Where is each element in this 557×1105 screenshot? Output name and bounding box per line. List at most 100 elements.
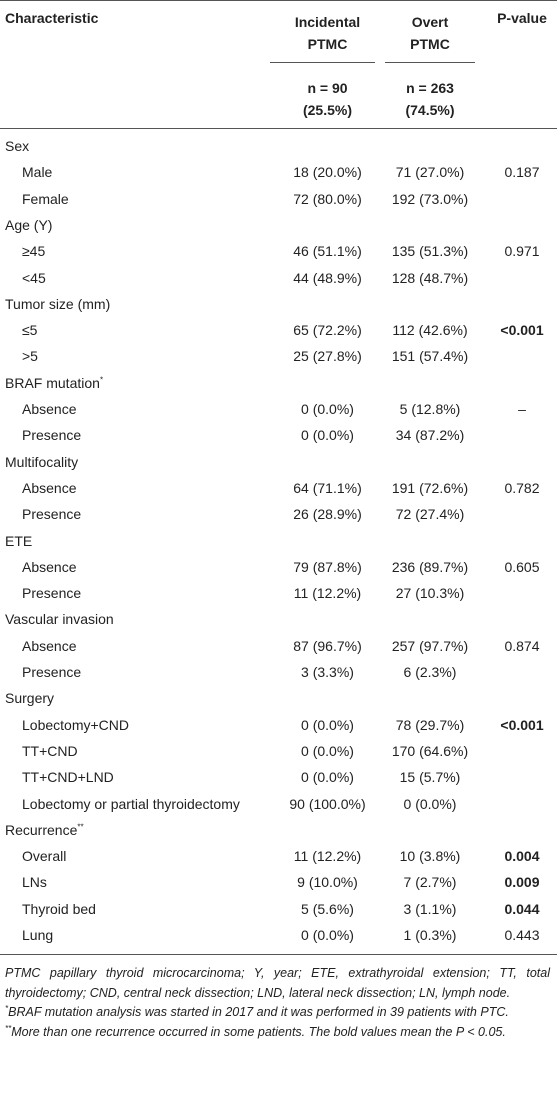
subheader-incidental: (25.5%): [302, 102, 353, 118]
rule: [385, 62, 475, 63]
incidental-value: 79 (87.8%): [293, 558, 362, 575]
section-label: Tumor size (mm): [5, 293, 110, 315]
row-label: Absence: [22, 479, 77, 496]
incidental-value: 9 (10.0%): [297, 874, 358, 891]
incidental-value: 0 (0.0%): [301, 742, 354, 759]
overt-value: 10 (3.8%): [399, 848, 461, 865]
row-label: >5: [22, 348, 38, 365]
incidental-value: 5 (5.6%): [301, 900, 354, 917]
overt-value: 15 (5.7%): [399, 769, 461, 786]
section-label: ETE: [5, 530, 32, 552]
overt-value: 34 (87.2%): [395, 427, 465, 444]
incidental-value: 0 (0.0%): [301, 716, 354, 733]
overt-value: 7 (2.7%): [403, 874, 457, 891]
row-label: ≤5: [22, 322, 38, 339]
footnote-mark: *: [99, 375, 104, 385]
overt-value: 71 (27.0%): [395, 164, 465, 181]
header-p-value: P-value: [497, 10, 547, 26]
footnote: *BRAF mutation analysis was started in 2…: [5, 1003, 550, 1023]
footnote-mark: **: [77, 822, 84, 832]
incidental-value: 18 (20.0%): [293, 164, 362, 181]
header-overt: PTMC: [410, 36, 450, 52]
rule: [270, 62, 375, 63]
row-label: ≥45: [22, 243, 46, 260]
section-label-text: ETE: [5, 532, 33, 549]
section-label: Multifocality: [5, 451, 78, 473]
incidental-value: 72 (80.0%): [293, 190, 362, 207]
section-label: Surgery: [5, 687, 54, 709]
incidental-value: 0 (0.0%): [301, 927, 354, 943]
row-label: Presence: [22, 664, 82, 680]
p-value: 0.443: [504, 927, 540, 943]
footnote: PTMC papillary thyroid microcarcinoma; Y…: [5, 964, 550, 1003]
overt-value: 0 (0.0%): [403, 795, 457, 812]
row-label: Lung: [22, 927, 54, 943]
overt-value: 3 (1.1%): [403, 900, 457, 917]
p-value: 0.044: [504, 900, 540, 917]
incidental-value: 64 (71.1%): [293, 479, 362, 496]
row-label: TT+CND: [22, 742, 78, 759]
overt-value: 128 (48.7%): [391, 269, 469, 286]
p-value: 0.605: [504, 558, 540, 575]
header-overt: Overt: [411, 14, 449, 30]
row-label: Presence: [22, 585, 82, 602]
footnote-text: PTMC papillary thyroid microcarcinoma; Y…: [5, 966, 550, 1000]
row-label: Absence: [22, 637, 77, 654]
section-label-text: BRAF mutation: [5, 374, 100, 391]
row-label: Overall: [22, 848, 67, 865]
rule: [0, 128, 557, 129]
overt-value: 112 (42.6%): [392, 322, 468, 339]
overt-value: 5 (12.8%): [399, 401, 461, 417]
incidental-value: 44 (48.9%): [293, 269, 362, 286]
incidental-value: 25 (27.8%): [293, 348, 362, 365]
incidental-value: 65 (72.2%): [293, 322, 362, 339]
footnote-text: More than one recurrence occurred in som…: [11, 1025, 506, 1040]
footnote-mark: **: [5, 1024, 12, 1034]
incidental-value: 11 (12.2%): [293, 848, 362, 865]
section-label-text: Tumor size (mm): [5, 295, 111, 312]
row-label: Absence: [22, 558, 77, 575]
header-incidental: PTMC: [307, 36, 348, 52]
incidental-value: 0 (0.0%): [301, 427, 354, 444]
subheader-overt: n = 263: [406, 80, 454, 96]
subheader-overt: (74.5%): [405, 102, 455, 118]
section-label: BRAF mutation*: [5, 372, 103, 394]
footnote-text: BRAF mutation analysis was started in 20…: [8, 1005, 509, 1020]
row-label: Presence: [22, 506, 82, 523]
section-label-text: Sex: [5, 138, 30, 154]
rule: [0, 954, 557, 956]
overt-value: 1 (0.3%): [403, 927, 457, 943]
section-label-text: Recurrence: [5, 821, 78, 838]
incidental-value: 0 (0.0%): [301, 401, 354, 417]
incidental-value: 87 (96.7%): [293, 637, 362, 654]
section-label: Vascular invasion: [5, 608, 114, 630]
incidental-value: 46 (51.1%): [293, 243, 362, 260]
section-label: Age (Y): [5, 214, 52, 236]
overt-value: 78 (29.7%): [395, 716, 465, 733]
overt-value: 72 (27.4%): [395, 506, 465, 523]
row-label: Presence: [22, 427, 82, 444]
row-label: Female: [22, 190, 69, 207]
section-label: Recurrence**: [5, 819, 84, 841]
row-label: LNs: [22, 874, 47, 891]
footnote: **More than one recurrence occurred in s…: [5, 1023, 550, 1043]
p-value: 0.009: [504, 874, 540, 891]
incidental-value: 11 (12.2%): [293, 585, 362, 602]
incidental-value: 90 (100.0%): [289, 795, 366, 812]
p-value: –: [518, 401, 526, 417]
header-incidental: Incidental: [294, 14, 361, 30]
row-label: Male: [22, 164, 53, 181]
section-label: Sex: [5, 135, 29, 157]
p-value: 0.004: [504, 848, 540, 865]
overt-value: 27 (10.3%): [395, 585, 465, 602]
overt-value: 6 (2.3%): [403, 664, 457, 680]
row-label: Thyroid bed: [22, 900, 96, 917]
p-value: <0.001: [500, 322, 544, 339]
row-label: Lobectomy or partial thyroidectomy: [22, 795, 240, 812]
row-label: <45: [22, 269, 46, 286]
section-label-text: Age (Y): [5, 216, 53, 233]
overt-value: 170 (64.6%): [391, 742, 469, 759]
overt-value: 135 (51.3%): [391, 243, 469, 260]
header-characteristic: Characteristic: [5, 10, 99, 26]
